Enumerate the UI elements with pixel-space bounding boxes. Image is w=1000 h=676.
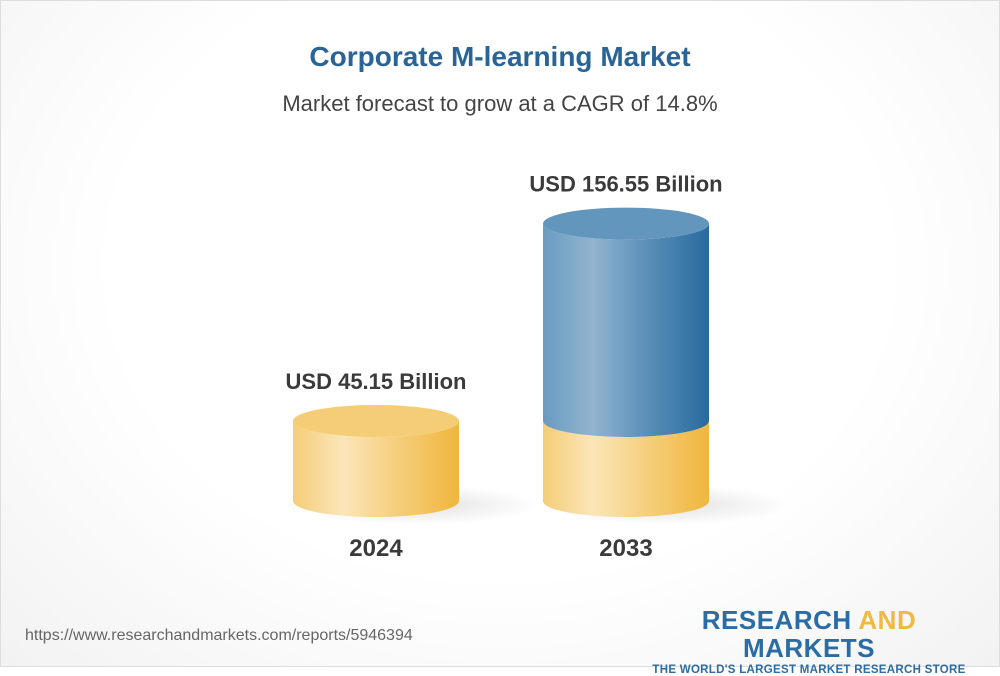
cylinder-base-segment	[543, 421, 709, 517]
cylinder-top	[293, 405, 459, 437]
data-label: USD 45.15 Billion	[286, 369, 467, 394]
research-and-markets-logo: RESEARCH AND MARKETS THE WORLD'S LARGEST…	[652, 605, 966, 676]
category-label: 2033	[599, 535, 652, 562]
category-label: 2024	[349, 535, 403, 562]
cylinder-base-segment	[293, 421, 459, 517]
chart-subtitle: Market forecast to grow at a CAGR of 14.…	[282, 91, 718, 116]
cylinder-top	[543, 207, 709, 240]
data-label: USD 156.55 Billion	[529, 172, 722, 197]
chart-title: Corporate M-learning Market	[309, 41, 691, 72]
source-url[interactable]: https://www.researchandmarkets.com/repor…	[25, 627, 413, 644]
cylinder-growth-segment	[543, 223, 709, 437]
